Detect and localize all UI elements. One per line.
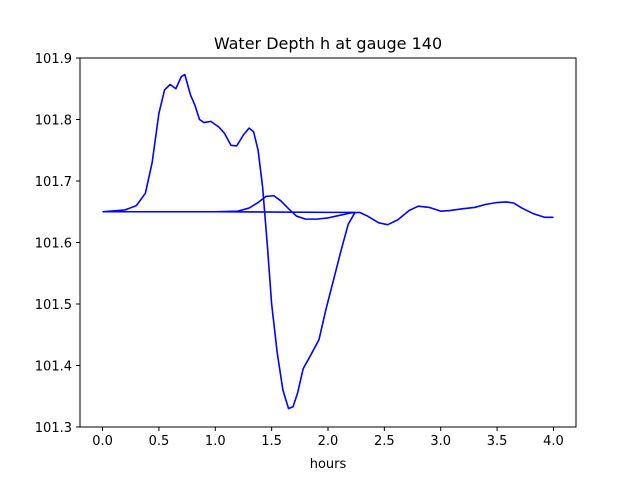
x-tick-label: 2.0 — [318, 434, 339, 449]
y-tick-label: 101.7 — [35, 175, 72, 190]
y-tick-label: 101.5 — [35, 298, 72, 313]
chart-title: Water Depth h at gauge 140 — [214, 34, 442, 53]
x-axis-label: hours — [310, 457, 347, 472]
x-tick-label: 0.0 — [92, 434, 113, 449]
x-axis: 0.0 0.5 1.0 1.5 2.0 2.5 3.0 3.5 4.0 — [92, 427, 564, 449]
y-tick-label: 101.8 — [35, 114, 72, 129]
y-tick-label: 101.6 — [35, 237, 72, 252]
y-tick-label: 101.4 — [35, 360, 72, 375]
y-tick-label: 101.9 — [35, 52, 72, 67]
x-tick-label: 1.5 — [261, 434, 282, 449]
x-tick-label: 2.5 — [374, 434, 395, 449]
y-tick-label: 101.3 — [35, 421, 72, 436]
series-layer — [102, 73, 554, 410]
x-tick-label: 3.0 — [430, 434, 451, 449]
x-tick-label: 1.0 — [205, 434, 226, 449]
series-line-2 — [102, 194, 554, 226]
series-line-1 — [102, 73, 356, 410]
x-tick-label: 4.0 — [543, 434, 564, 449]
x-tick-label: 0.5 — [149, 434, 170, 449]
y-axis: 101.3 101.4 101.5 101.6 101.7 101.8 101.9 — [35, 52, 80, 436]
x-tick-label: 3.5 — [487, 434, 508, 449]
